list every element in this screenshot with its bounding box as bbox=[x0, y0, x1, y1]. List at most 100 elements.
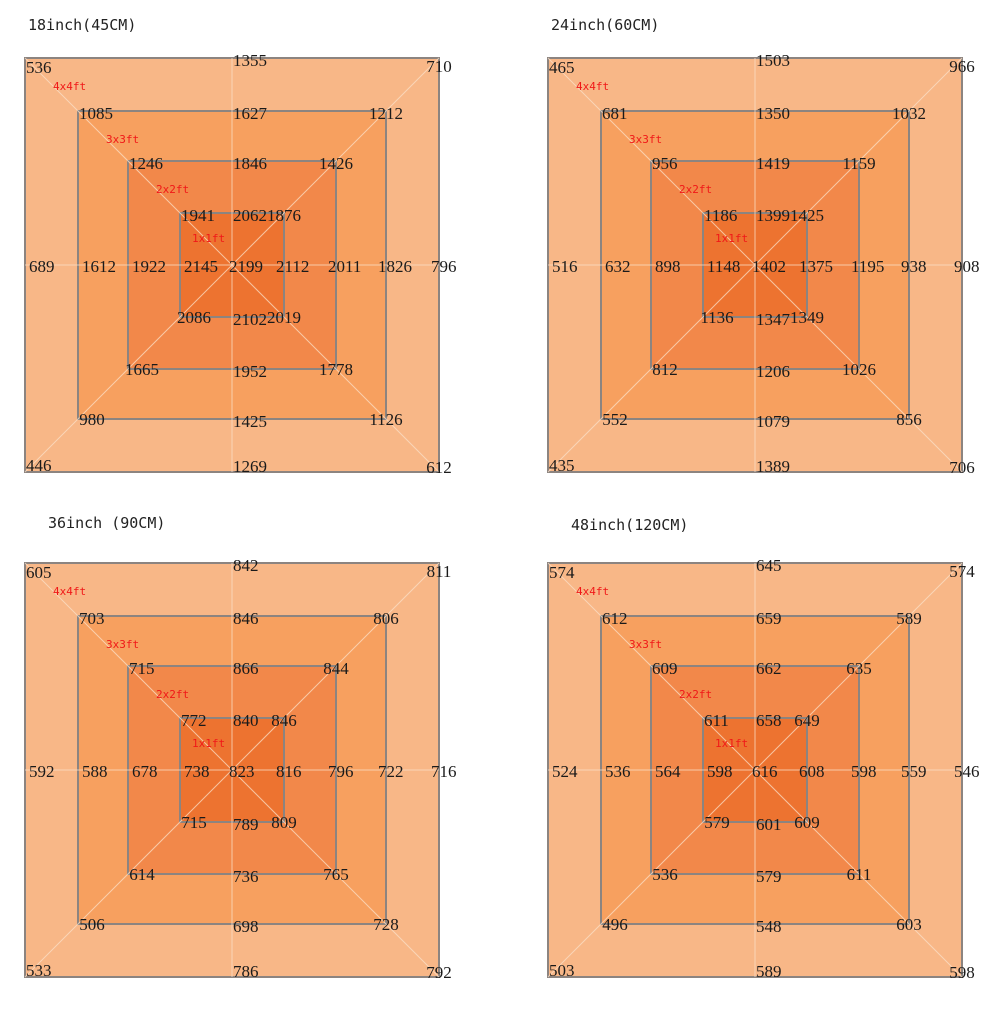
ppfd-value-2x2ft-t: 1846 bbox=[233, 154, 267, 173]
ppfd-value-4x4ft-t: 1503 bbox=[756, 51, 790, 70]
panel-title: 24inch(60CM) bbox=[551, 16, 659, 34]
ring-size-label: 1x1ft bbox=[715, 737, 748, 750]
ppfd-value-3x3ft-l: 632 bbox=[605, 257, 631, 276]
ppfd-value-3x3ft-tr: 806 bbox=[373, 609, 399, 628]
ppfd-value-1x1ft-bl: 715 bbox=[181, 813, 207, 832]
ppfd-value-4x4ft-b: 1269 bbox=[233, 457, 267, 476]
ppfd-value-3x3ft-l: 588 bbox=[82, 762, 108, 781]
ppfd-value-3x3ft-b: 1079 bbox=[756, 412, 790, 431]
ppfd-value-2x2ft-bl: 614 bbox=[129, 865, 155, 884]
ppfd-value-4x4ft-br: 612 bbox=[426, 458, 452, 477]
ppfd-value-3x3ft-tl: 612 bbox=[602, 609, 628, 628]
ppfd-value-1x1ft-t: 2062 bbox=[233, 206, 267, 225]
ppfd-value-4x4ft-l: 592 bbox=[29, 762, 55, 781]
ppfd-value-1x1ft-r: 816 bbox=[276, 762, 302, 781]
ppfd-value-1x1ft-bl: 1136 bbox=[700, 308, 733, 327]
ppfd-value-2x2ft-br: 611 bbox=[847, 865, 872, 884]
ppfd-value-1x1ft-br: 2019 bbox=[267, 308, 301, 327]
ppfd-value-1x1ft-b: 601 bbox=[756, 815, 782, 834]
ppfd-value-3x3ft-tl: 1085 bbox=[79, 104, 113, 123]
ring-size-label: 3x3ft bbox=[629, 133, 662, 146]
ppfd-value-2x2ft-bl: 1665 bbox=[125, 360, 159, 379]
ppfd-value-3x3ft-br: 856 bbox=[896, 410, 922, 429]
panel-1: 18inch(45CM) 4x4ft 3x3ft 2x2ft 1x1ft 536 1355 7… bbox=[24, 16, 457, 477]
ppfd-value-4x4ft-tl: 605 bbox=[26, 563, 52, 582]
ring-size-label: 2x2ft bbox=[679, 688, 712, 701]
ppfd-value-4x4ft-b: 589 bbox=[756, 962, 782, 981]
ppfd-value-3x3ft-t: 846 bbox=[233, 609, 259, 628]
ppfd-value-1x1ft-bl: 2086 bbox=[177, 308, 211, 327]
ppfd-value-2x2ft-tr: 1159 bbox=[842, 154, 875, 173]
ppfd-value-1x1ft-br: 609 bbox=[794, 813, 820, 832]
ppfd-value-2x2ft-b: 1206 bbox=[756, 362, 790, 381]
ring-size-label: 2x2ft bbox=[679, 183, 712, 196]
ring-size-label: 4x4ft bbox=[53, 585, 86, 598]
ppfd-value-1x1ft-t: 658 bbox=[756, 711, 782, 730]
ppfd-value-4x4ft-l: 689 bbox=[29, 257, 55, 276]
ppfd-value-2x2ft-tl: 1246 bbox=[129, 154, 163, 173]
ppfd-value-1x1ft-b: 1347 bbox=[756, 310, 791, 329]
ppfd-value-2x2ft-br: 1026 bbox=[842, 360, 876, 379]
ppfd-value-4x4ft-br: 792 bbox=[426, 963, 452, 982]
ppfd-value-1x1ft-bl: 579 bbox=[704, 813, 730, 832]
ppfd-value-4x4ft-r: 796 bbox=[431, 257, 457, 276]
ppfd-value-3x3ft-t: 1627 bbox=[233, 104, 268, 123]
ppfd-value-center: 823 bbox=[229, 762, 255, 781]
ppfd-value-2x2ft-br: 1778 bbox=[319, 360, 353, 379]
ppfd-value-3x3ft-t: 1350 bbox=[756, 104, 790, 123]
ppfd-value-2x2ft-bl: 536 bbox=[652, 865, 678, 884]
ppfd-value-1x1ft-tr: 1425 bbox=[790, 206, 824, 225]
ppfd-value-1x1ft-r: 1375 bbox=[799, 257, 833, 276]
ppfd-value-4x4ft-br: 706 bbox=[949, 458, 975, 477]
ppfd-value-1x1ft-tl: 772 bbox=[181, 711, 207, 730]
ppfd-value-3x3ft-r: 559 bbox=[901, 762, 927, 781]
ppfd-value-4x4ft-tl: 574 bbox=[549, 563, 575, 582]
ppfd-value-4x4ft-b: 786 bbox=[233, 962, 259, 981]
ppfd-value-2x2ft-r: 2011 bbox=[328, 257, 361, 276]
ppfd-value-2x2ft-t: 662 bbox=[756, 659, 782, 678]
ppfd-value-4x4ft-t: 842 bbox=[233, 556, 259, 575]
ppfd-value-1x1ft-br: 809 bbox=[271, 813, 297, 832]
ring-size-label: 3x3ft bbox=[106, 638, 139, 651]
ppfd-value-3x3ft-tr: 589 bbox=[896, 609, 922, 628]
ppfd-value-1x1ft-tr: 649 bbox=[794, 711, 820, 730]
ppfd-value-2x2ft-r: 598 bbox=[851, 762, 877, 781]
panel-3: 36inch (90CM) 4x4ft 3x3ft 2x2ft 1x1ft 605 842 8… bbox=[24, 514, 457, 982]
ppfd-value-2x2ft-b: 579 bbox=[756, 867, 782, 886]
ppfd-value-2x2ft-r: 1195 bbox=[851, 257, 884, 276]
ppfd-value-2x2ft-bl: 812 bbox=[652, 360, 678, 379]
ppfd-value-3x3ft-bl: 552 bbox=[602, 410, 628, 429]
ppfd-value-1x1ft-tr: 1876 bbox=[267, 206, 301, 225]
ppfd-value-2x2ft-tr: 844 bbox=[323, 659, 349, 678]
ppfd-value-1x1ft-tl: 1941 bbox=[181, 206, 215, 225]
ring-size-label: 4x4ft bbox=[53, 80, 86, 93]
ppfd-value-3x3ft-t: 659 bbox=[756, 609, 782, 628]
ppfd-value-3x3ft-r: 1826 bbox=[378, 257, 412, 276]
ppfd-value-2x2ft-r: 796 bbox=[328, 762, 354, 781]
ppfd-value-4x4ft-tr: 710 bbox=[426, 57, 452, 76]
ppfd-value-2x2ft-t: 1419 bbox=[756, 154, 790, 173]
ppfd-value-4x4ft-l: 516 bbox=[552, 257, 578, 276]
panel-title: 36inch (90CM) bbox=[48, 514, 165, 532]
ppfd-value-4x4ft-b: 1389 bbox=[756, 457, 790, 476]
ppfd-value-2x2ft-b: 736 bbox=[233, 867, 259, 886]
ring-size-label: 2x2ft bbox=[156, 183, 189, 196]
ppfd-value-2x2ft-tl: 956 bbox=[652, 154, 678, 173]
ppfd-value-center: 1402 bbox=[752, 257, 786, 276]
ppfd-value-2x2ft-l: 564 bbox=[655, 762, 681, 781]
ppfd-value-3x3ft-tr: 1212 bbox=[369, 104, 403, 123]
ppfd-value-4x4ft-r: 716 bbox=[431, 762, 457, 781]
ppfd-value-2x2ft-br: 765 bbox=[323, 865, 349, 884]
ppfd-value-4x4ft-t: 645 bbox=[756, 556, 782, 575]
ppfd-value-3x3ft-br: 728 bbox=[373, 915, 399, 934]
ppfd-value-1x1ft-tl: 611 bbox=[704, 711, 729, 730]
ppfd-value-2x2ft-l: 678 bbox=[132, 762, 158, 781]
ppfd-value-1x1ft-b: 789 bbox=[233, 815, 259, 834]
ppfd-value-1x1ft-l: 2145 bbox=[184, 257, 218, 276]
panel-4: 48inch(120CM) 4x4ft 3x3ft 2x2ft 1x1ft 574 645 5… bbox=[547, 516, 980, 982]
ppfd-value-1x1ft-l: 598 bbox=[707, 762, 733, 781]
panel-2: 24inch(60CM) 4x4ft 3x3ft 2x2ft 1x1ft 465 1503 9… bbox=[547, 16, 980, 477]
ppfd-value-2x2ft-tl: 715 bbox=[129, 659, 155, 678]
ppfd-value-4x4ft-tr: 811 bbox=[427, 562, 452, 581]
ppfd-value-4x4ft-r: 908 bbox=[954, 257, 980, 276]
